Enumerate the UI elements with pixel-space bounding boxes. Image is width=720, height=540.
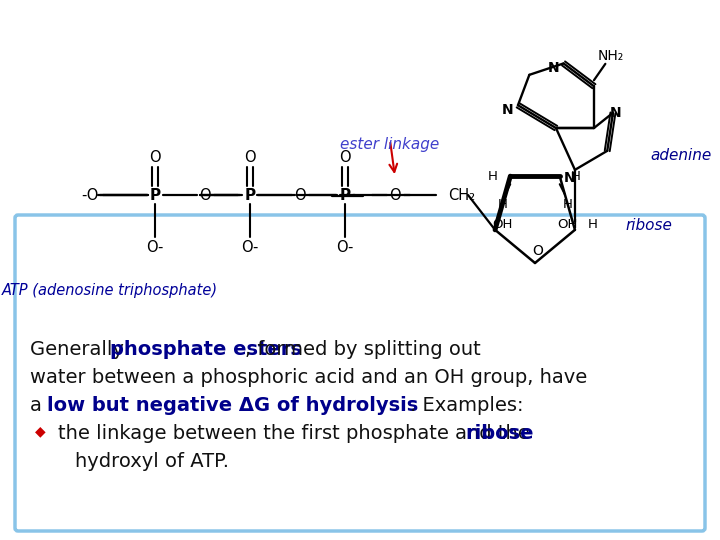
Text: -O: -O (81, 187, 99, 202)
Text: O: O (149, 150, 161, 165)
Text: P: P (150, 187, 161, 202)
Text: OH: OH (557, 218, 578, 231)
Text: O: O (199, 187, 211, 202)
Text: ATP (adenosine triphosphate): ATP (adenosine triphosphate) (2, 282, 218, 298)
Text: O-: O- (241, 240, 258, 254)
Text: NH₂: NH₂ (597, 49, 624, 63)
Text: H: H (588, 218, 598, 231)
Text: Generally: Generally (30, 340, 130, 359)
Text: ester linkage: ester linkage (341, 138, 440, 152)
Text: O-: O- (146, 240, 163, 254)
Text: N: N (548, 62, 559, 76)
Text: N: N (564, 171, 576, 185)
Text: water between a phosphoric acid and an OH group, have: water between a phosphoric acid and an O… (30, 368, 588, 387)
Text: O: O (339, 150, 351, 165)
Text: ◆: ◆ (35, 424, 45, 438)
Text: phosphate esters: phosphate esters (110, 340, 302, 359)
Text: O-: O- (336, 240, 354, 254)
FancyBboxPatch shape (15, 215, 705, 531)
Text: H: H (563, 198, 572, 211)
Text: P: P (244, 187, 256, 202)
Text: P: P (339, 187, 351, 202)
Text: adenine: adenine (650, 147, 711, 163)
Text: H: H (498, 198, 508, 211)
Text: O: O (294, 187, 306, 202)
Text: . Examples:: . Examples: (410, 396, 523, 415)
Text: a: a (30, 396, 48, 415)
Text: the linkage between the first phosphate and the: the linkage between the first phosphate … (58, 424, 536, 443)
Text: O: O (390, 187, 401, 202)
Text: O: O (533, 244, 544, 258)
Text: OH: OH (492, 218, 513, 231)
Text: ribose: ribose (625, 218, 672, 233)
Text: hydroxyl of ATP.: hydroxyl of ATP. (75, 452, 229, 471)
Text: low but negative ΔG of hydrolysis: low but negative ΔG of hydrolysis (47, 396, 418, 415)
Text: ribose: ribose (465, 424, 534, 443)
Text: H: H (487, 170, 498, 183)
Text: H: H (571, 170, 580, 183)
Text: N: N (610, 106, 622, 120)
Text: O: O (244, 150, 256, 165)
Text: , formed by splitting out: , formed by splitting out (245, 340, 481, 359)
Text: N: N (502, 103, 514, 117)
Text: CH₂: CH₂ (448, 187, 475, 202)
